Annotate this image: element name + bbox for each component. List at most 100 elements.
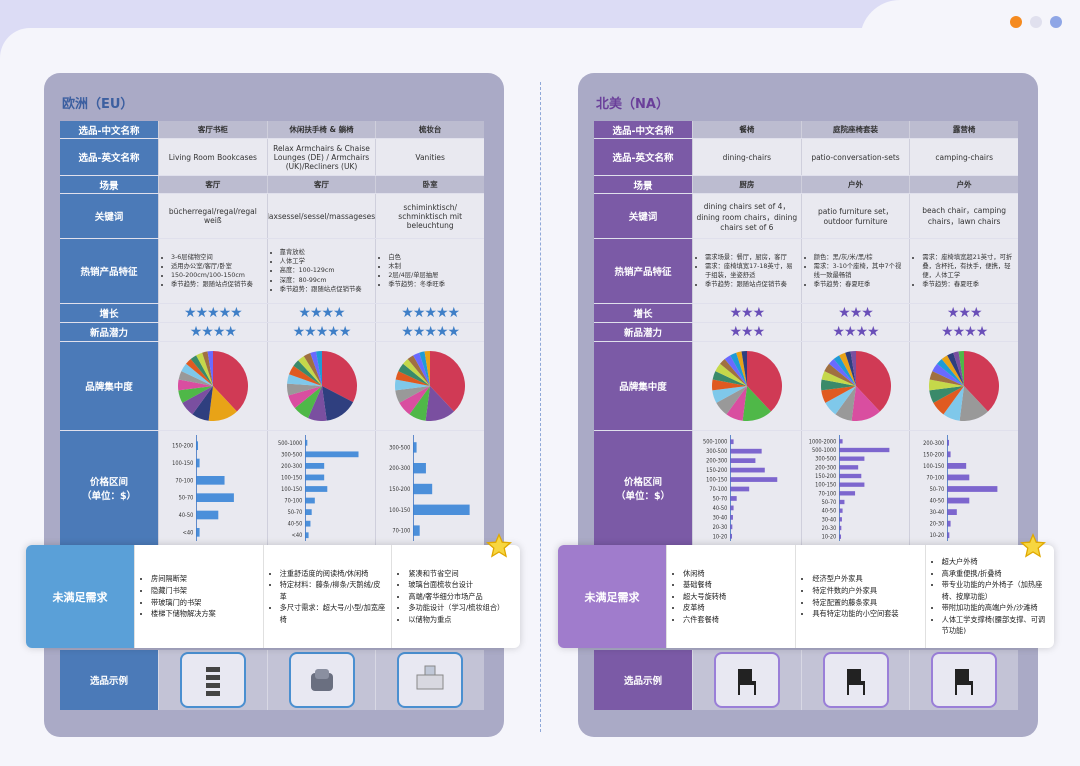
- price-bar: [947, 509, 958, 515]
- row-header: 增长: [594, 304, 692, 322]
- pie-slice: [315, 351, 322, 386]
- price-bar: [305, 486, 327, 492]
- feature-item: 季节趋势：跟随站点促销节奏: [280, 285, 362, 294]
- pie-slice: [178, 386, 213, 403]
- unmet-item: 特定材料：藤条/柳条/天鹅绒/皮革: [280, 579, 386, 602]
- price-bar: [839, 517, 842, 522]
- feature-item: 深度：80-99cm: [280, 276, 362, 285]
- armchair-icon: [288, 652, 355, 708]
- pie-slice: [833, 355, 856, 386]
- price-tick-label: 200-300: [390, 466, 411, 473]
- table-row-keywords: 关键词 dining chairs set of 4，dining room ch…: [594, 194, 1019, 239]
- table-cell: ★★★: [692, 304, 801, 322]
- pie-slice: [425, 386, 455, 421]
- table-row-en-name: 选品-英文名称 Living Room Bookcases Relax Armcha…: [60, 139, 485, 176]
- price-bar: [305, 474, 324, 481]
- bookcase-icon: [179, 652, 246, 708]
- price-bar: [413, 483, 433, 495]
- table-cell: ★★★: [692, 323, 801, 341]
- table-cell: [375, 342, 485, 430]
- table-cell: ★★★★: [158, 323, 267, 341]
- table-cell: patio-conversation-sets: [800, 139, 910, 175]
- unmet-item: 经济型户外家具: [812, 573, 898, 585]
- table-cell: 厨房: [692, 176, 801, 193]
- price-tick-label: 150-200: [706, 468, 727, 475]
- price-bar: [305, 509, 312, 515]
- price-bar-chart: 500-1000 300-500 200-300 150-200 100-150 70-1…: [703, 435, 778, 541]
- table-row-cn-name: 选品-中文名称 客厅书柜 休闲扶手椅 & 躺椅 梳妆台: [60, 121, 485, 139]
- example-cell: [158, 650, 267, 710]
- pie-slice: [838, 352, 856, 386]
- pie-slice: [953, 351, 965, 386]
- na-table: 选品-中文名称 餐椅 庭院座椅套装 露营椅 选品-英文名称 dining-chairs pa…: [594, 121, 1019, 546]
- row-header: 场景: [594, 176, 692, 193]
- price-bar: [839, 473, 861, 479]
- price-tick-label: 50-70: [821, 500, 836, 507]
- table-cell: schiminktisch/ schminktisch mit beleucht…: [375, 194, 485, 238]
- table-cell: 户外: [800, 176, 910, 193]
- pie-slice: [719, 359, 747, 386]
- price-bar: [730, 448, 762, 454]
- pie-slice: [958, 351, 965, 386]
- window-dot-orange[interactable]: [1010, 16, 1022, 28]
- pie-slice: [192, 386, 213, 421]
- unmet-item: 注重舒适度的阅读椅/休闲椅: [280, 568, 386, 580]
- pie-slice: [182, 386, 213, 415]
- rating-stars: ★★★★: [832, 324, 879, 340]
- price-bar: [730, 467, 765, 473]
- price-tick-label: 70-100: [709, 487, 727, 494]
- table-cell: beach chair，camping chairs，lawn chairs: [909, 194, 1019, 238]
- example-cell: [266, 650, 376, 710]
- window-dot-grey[interactable]: [1030, 16, 1042, 28]
- price-tick-label: 100-150: [172, 461, 193, 468]
- feature-item: 木制: [388, 262, 445, 271]
- brand-pie-chart: [177, 351, 248, 421]
- pie-slice: [208, 386, 237, 421]
- pie-slice: [413, 352, 431, 386]
- price-tick-label: 200-300: [924, 440, 945, 447]
- pie-slice: [715, 363, 747, 386]
- table-cell: 500-1000 300-500 200-300 150-200 100-150 70-1…: [692, 431, 801, 545]
- pie-slice: [736, 351, 747, 386]
- rating-stars: ★★★★★: [183, 305, 243, 321]
- price-tick-label: 70-100: [284, 498, 302, 505]
- price-bar: [947, 463, 967, 469]
- pie-slice: [297, 356, 322, 386]
- table-cell: 500-1000 300-500 200-300 100-150 100-150 70-1…: [266, 431, 376, 545]
- window-dot-blue[interactable]: [1050, 16, 1062, 28]
- pie-slice: [943, 386, 965, 421]
- region-divider: [540, 82, 541, 732]
- table-cell: 露营椅: [909, 121, 1019, 138]
- price-bar-chart: 300-500 200-300 150-200 100-150 70-100: [390, 435, 470, 541]
- pie-slice: [307, 386, 327, 421]
- eu-table: 选品-中文名称 客厅书柜 休闲扶手椅 & 躺椅 梳妆台 选品-英文名称 Living Ro…: [60, 121, 485, 546]
- table-cell: [909, 342, 1019, 430]
- unmet-item: 以储物为重点: [408, 614, 504, 626]
- example-cell: [692, 650, 801, 710]
- pie-slice: [850, 351, 856, 386]
- table-cell: 150-200 100-150 70-100 50-70 40-50 <40: [158, 431, 267, 545]
- pie-slice: [929, 371, 965, 386]
- pie-slice: [937, 359, 965, 386]
- price-bar: [730, 486, 750, 492]
- pie-slice: [398, 363, 431, 386]
- pie-slice: [181, 363, 213, 386]
- price-tick-label: 500-1000: [278, 440, 303, 447]
- table-cell: 休闲扶手椅 & 躺椅: [266, 121, 376, 138]
- unmet-needs-header: 未满足需求: [558, 545, 666, 648]
- price-bar: [730, 533, 733, 539]
- rating-stars: ★★★★★: [401, 305, 460, 321]
- rating-stars: ★★★: [729, 305, 766, 321]
- price-tick-label: 50-70: [287, 510, 302, 517]
- unmet-item: 高承重便携/折叠椅: [942, 568, 1048, 580]
- unmet-needs-cell: 经济型户外家具特定件数的户外家具特定配置的藤条家具具有特定功能的小空间套装: [795, 545, 924, 648]
- pie-slice: [741, 351, 747, 386]
- pie-slice: [207, 351, 213, 386]
- table-cell: [158, 342, 267, 430]
- brand-pie-chart: [395, 351, 466, 421]
- pie-slice: [855, 351, 891, 412]
- star-badge-icon: [1020, 533, 1046, 558]
- price-tick-label: 150-200: [390, 487, 411, 494]
- unmet-item: 超大号旋转椅: [683, 591, 726, 603]
- price-bar: [305, 532, 309, 539]
